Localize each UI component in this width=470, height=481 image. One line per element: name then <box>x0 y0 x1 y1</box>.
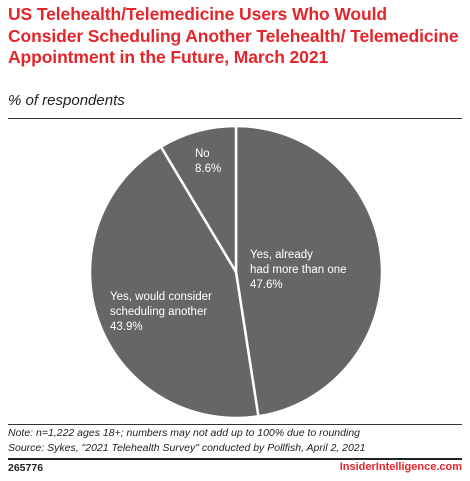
slice-category-label: scheduling another <box>110 306 207 318</box>
pie-chart: Yes, already had more than one 47.6% Yes, w… <box>88 124 384 420</box>
slice-value-label: 47.6% <box>250 279 283 291</box>
top-divider <box>8 118 462 119</box>
footer-divider <box>8 458 462 460</box>
slice-category-label: had more than one <box>250 264 347 276</box>
source-line: Source: Sykes, "2021 Telehealth Survey" … <box>8 442 366 454</box>
pie-slice <box>159 124 238 274</box>
slice-category-label: Yes, would consider <box>110 291 212 303</box>
chart-subtitle: % of respondents <box>8 92 125 109</box>
slice-value-label: 8.6% <box>195 163 221 175</box>
bottom-divider <box>8 424 462 425</box>
footnote: Note: n=1,222 ages 18+; numbers may not … <box>8 427 361 439</box>
chart-title: US Telehealth/Telemedicine Users Who Wou… <box>8 4 459 67</box>
chart-id: 265776 <box>8 462 44 474</box>
brand-logo-text[interactable]: InsiderIntelligence.com <box>339 461 462 473</box>
slice-category-label: No <box>195 148 210 160</box>
slice-category-label: Yes, already <box>250 249 313 261</box>
slice-value-label: 43.9% <box>110 321 143 333</box>
pie-slice <box>88 145 260 420</box>
pie-slice <box>234 124 384 418</box>
